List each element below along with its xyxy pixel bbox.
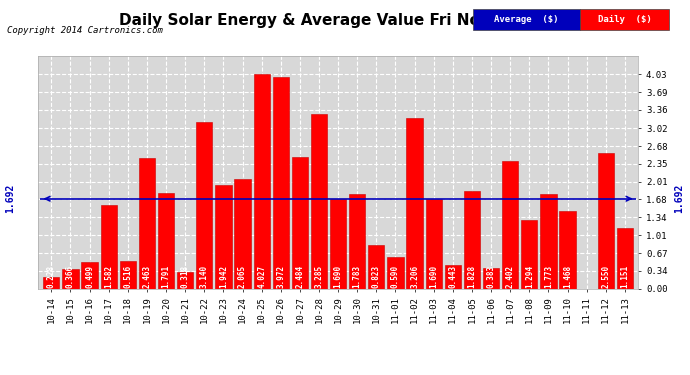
Bar: [368, 245, 384, 289]
Bar: [62, 269, 79, 289]
Text: 0.366: 0.366: [66, 264, 75, 288]
Bar: [311, 114, 327, 289]
Text: 2.065: 2.065: [238, 264, 247, 288]
Text: 3.972: 3.972: [276, 264, 285, 288]
Text: 1.294: 1.294: [525, 264, 534, 288]
Bar: [617, 228, 633, 289]
Text: 1.828: 1.828: [467, 264, 476, 288]
Text: 4.027: 4.027: [257, 264, 266, 288]
Bar: [196, 122, 213, 289]
Bar: [598, 153, 614, 289]
Text: 0.823: 0.823: [372, 264, 381, 288]
Text: 1.690: 1.690: [333, 264, 343, 288]
Text: 2.484: 2.484: [295, 264, 304, 288]
Text: 2.402: 2.402: [506, 264, 515, 288]
Bar: [483, 268, 499, 289]
Text: 0.516: 0.516: [124, 264, 132, 288]
Bar: [81, 262, 98, 289]
Text: 1.468: 1.468: [563, 264, 572, 288]
Text: 2.550: 2.550: [601, 264, 610, 288]
Bar: [235, 179, 250, 289]
Text: Average  ($): Average ($): [494, 15, 558, 24]
Bar: [158, 194, 174, 289]
Text: 1.791: 1.791: [161, 264, 170, 288]
Bar: [464, 192, 480, 289]
Bar: [119, 261, 136, 289]
Text: 1.692: 1.692: [675, 184, 684, 213]
Text: 3.206: 3.206: [410, 264, 419, 288]
Text: 1.942: 1.942: [219, 264, 228, 288]
Bar: [139, 158, 155, 289]
Text: 0.318: 0.318: [181, 264, 190, 288]
Text: 1.690: 1.690: [429, 264, 438, 288]
Bar: [177, 272, 193, 289]
Bar: [387, 257, 404, 289]
Text: 0.499: 0.499: [85, 264, 94, 288]
Text: 2.463: 2.463: [142, 264, 151, 288]
Bar: [426, 199, 442, 289]
Text: 0.383: 0.383: [486, 264, 495, 288]
Bar: [444, 265, 461, 289]
Text: Daily Solar Energy & Average Value Fri Nov 14 06:48: Daily Solar Energy & Average Value Fri N…: [119, 13, 571, 28]
Text: 0.443: 0.443: [448, 264, 457, 288]
Bar: [253, 75, 270, 289]
Text: 1.783: 1.783: [353, 264, 362, 288]
Bar: [406, 118, 423, 289]
Bar: [273, 77, 289, 289]
Bar: [215, 185, 232, 289]
Bar: [101, 205, 117, 289]
Text: Copyright 2014 Cartronics.com: Copyright 2014 Cartronics.com: [7, 26, 163, 35]
Text: 1.151: 1.151: [620, 264, 629, 288]
Bar: [349, 194, 365, 289]
Bar: [502, 161, 518, 289]
Bar: [540, 194, 557, 289]
Bar: [330, 199, 346, 289]
Bar: [560, 211, 575, 289]
Text: 1.773: 1.773: [544, 264, 553, 288]
Text: 3.285: 3.285: [315, 264, 324, 288]
Bar: [292, 157, 308, 289]
Text: Daily  ($): Daily ($): [598, 15, 651, 24]
Bar: [521, 220, 538, 289]
Text: 1.692: 1.692: [6, 184, 15, 213]
Bar: [43, 277, 59, 289]
Text: 0.590: 0.590: [391, 264, 400, 288]
Text: 3.140: 3.140: [200, 264, 209, 288]
Text: 1.582: 1.582: [104, 264, 113, 288]
Text: 0.228: 0.228: [47, 264, 56, 288]
